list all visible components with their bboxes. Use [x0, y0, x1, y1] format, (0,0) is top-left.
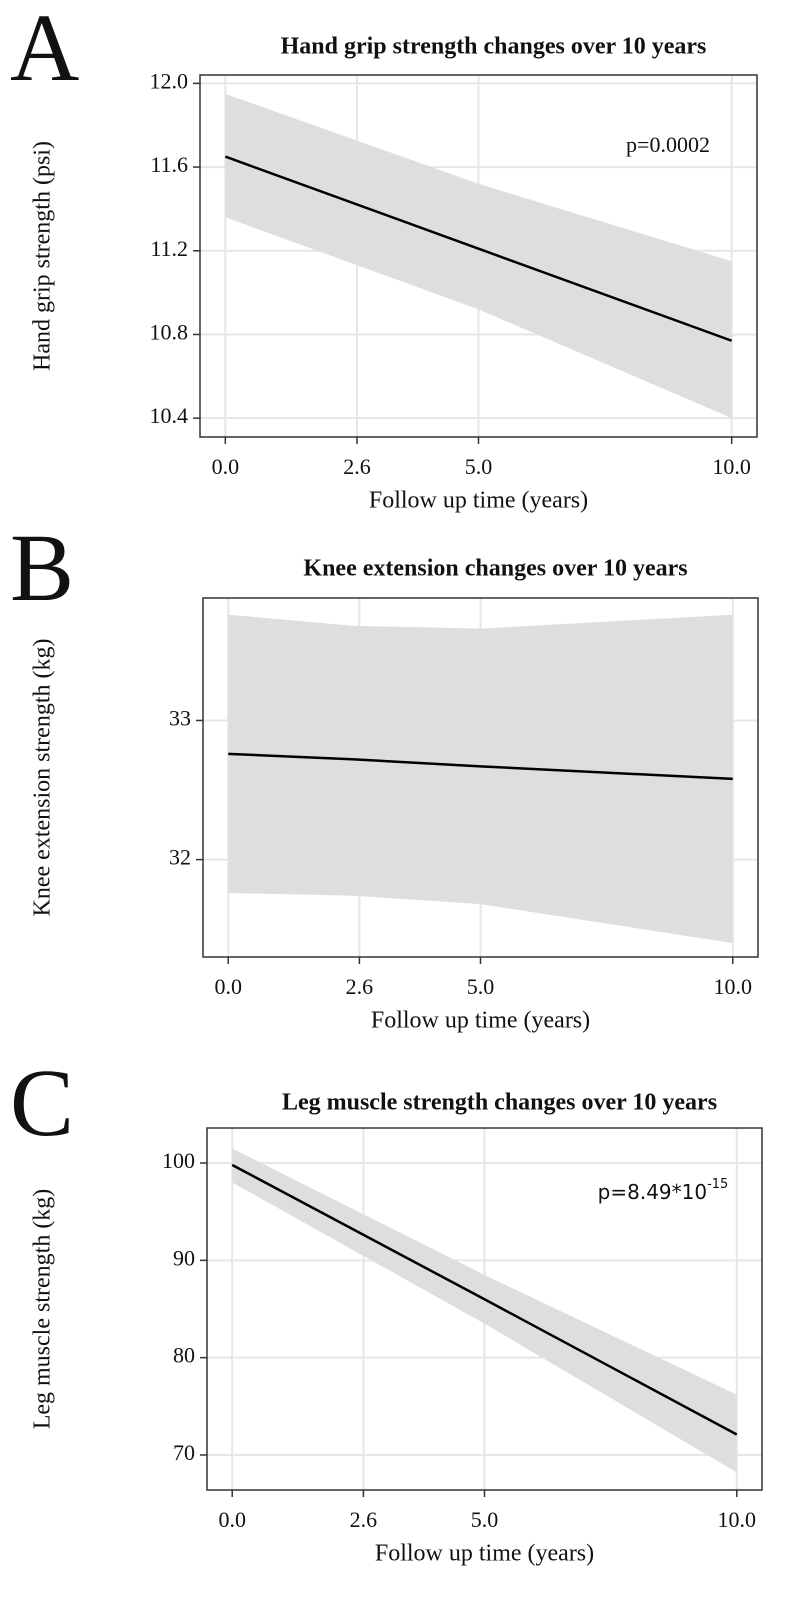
- plot-border: [202, 597, 759, 958]
- panel-letter: B: [10, 514, 74, 621]
- trend-line: [224, 155, 733, 342]
- x-tick-label: 10.0: [718, 1507, 757, 1532]
- x-axis-label: Follow up time (years): [371, 1008, 590, 1034]
- x-axis-label: Follow up time (years): [369, 488, 588, 514]
- annotation: p=8.49*10-15: [598, 1177, 729, 1204]
- y-tick-label: 70: [173, 1440, 195, 1465]
- y-tick-label: 12.0: [150, 68, 189, 93]
- x-tick-label: 2.6: [346, 974, 374, 999]
- annotation-text: p=8.49*10: [598, 1180, 707, 1204]
- x-tick-label: 2.6: [350, 1507, 378, 1532]
- y-axis-label: Knee extension strength (kg): [30, 639, 56, 917]
- trend-line: [231, 1163, 738, 1436]
- chart-title: Knee extension changes over 10 years: [303, 556, 687, 582]
- y-tick-label: 100: [162, 1148, 195, 1173]
- x-tick-label: 10.0: [714, 974, 753, 999]
- x-tick-label: 5.0: [471, 1507, 499, 1532]
- panel-letter: C: [10, 1049, 74, 1156]
- x-tick-label: 5.0: [467, 974, 495, 999]
- y-axis-label: Hand grip strength (psi): [30, 141, 56, 371]
- panel-letter: A: [10, 0, 79, 101]
- y-tick-label: 11.2: [150, 236, 188, 261]
- plot-border: [199, 74, 758, 438]
- confidence-band: [228, 614, 733, 944]
- x-tick-label: 0.0: [214, 974, 242, 999]
- y-tick-label: 11.6: [150, 152, 188, 177]
- y-tick-label: 90: [173, 1245, 195, 1270]
- chart-title: Leg muscle strength changes over 10 year…: [282, 1090, 717, 1116]
- y-tick-label: 33: [169, 705, 191, 730]
- trend-line: [228, 752, 733, 781]
- plot-border: [206, 1127, 763, 1491]
- x-tick-label: 5.0: [465, 454, 493, 479]
- confidence-band: [232, 1148, 737, 1473]
- x-tick-label: 10.0: [712, 454, 751, 479]
- chart-title: Hand grip strength changes over 10 years: [281, 34, 707, 60]
- y-tick-label: 10.4: [150, 403, 189, 428]
- annotation: p=0.0002: [626, 132, 710, 157]
- y-axis-label: Leg muscle strength (kg): [30, 1189, 56, 1430]
- y-tick-label: 80: [173, 1343, 195, 1368]
- annotation-superscript: -15: [707, 1177, 728, 1192]
- x-tick-label: 0.0: [212, 454, 240, 479]
- y-tick-label: 10.8: [150, 320, 189, 345]
- x-tick-label: 0.0: [218, 1507, 246, 1532]
- y-tick-label: 32: [169, 845, 191, 870]
- confidence-band: [225, 93, 732, 419]
- x-axis-label: Follow up time (years): [375, 1541, 594, 1567]
- annotation-text: p=0.0002: [626, 132, 710, 157]
- x-tick-label: 2.6: [343, 454, 371, 479]
